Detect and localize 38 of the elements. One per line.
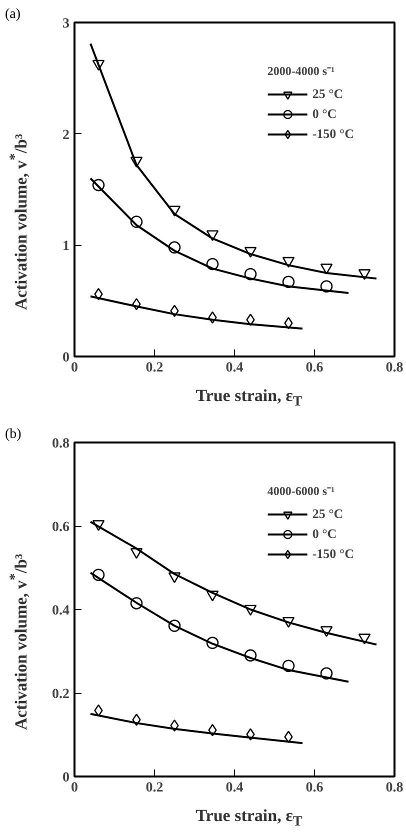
y-tick-label: 0 xyxy=(62,770,70,786)
text: (b) xyxy=(5,426,22,444)
point xyxy=(358,634,371,644)
point xyxy=(246,314,255,326)
x-axis-title: True strain, ε$_{T}$ xyxy=(196,386,302,410)
legend-label: 0 °C xyxy=(312,526,337,542)
point xyxy=(284,730,293,743)
x-tick-label: 0.4 xyxy=(226,780,244,796)
y-tick-label: 0 xyxy=(62,350,70,366)
line-series xyxy=(90,42,378,280)
x-tick-label: 0.6 xyxy=(306,360,324,376)
y-tick-label: 0.2 xyxy=(52,687,70,702)
x-axis-title: True strain, ε$_{T}$ xyxy=(196,806,302,830)
legend-label: 25 °C xyxy=(312,506,344,522)
x-tick-label: 0.6 xyxy=(306,780,324,796)
y-tick-label: 2 xyxy=(62,128,70,143)
point xyxy=(320,264,333,274)
line-series xyxy=(90,572,350,683)
y-tick-label: 0.4 xyxy=(52,604,70,618)
legend-label: -150 °C xyxy=(312,126,354,142)
y-tick-label: 1 xyxy=(62,239,70,254)
x-tick-label: 0.8 xyxy=(386,780,404,796)
legend-title: 4000-6000 s⁻¹ xyxy=(267,483,336,499)
legend-label: 0 °C xyxy=(312,106,337,122)
legend-label: -150 °C xyxy=(312,546,354,562)
text: (a) xyxy=(5,6,21,24)
x-tick-label: 0.8 xyxy=(386,360,404,376)
line-series xyxy=(90,177,350,294)
y-tick-label: 3 xyxy=(62,16,70,32)
x-tick-label: 0.2 xyxy=(146,780,164,796)
legend-title: 2000-4000 s⁻¹ xyxy=(267,63,336,79)
x-tick-label: 0.4 xyxy=(226,360,244,376)
y-tick-label: 0.6 xyxy=(52,520,70,535)
legend-label: 25 °C xyxy=(312,86,344,102)
y-tick-label: 0.8 xyxy=(52,436,70,452)
point xyxy=(358,269,371,280)
x-tick-label: 0.2 xyxy=(146,360,164,376)
line-series xyxy=(90,520,378,646)
